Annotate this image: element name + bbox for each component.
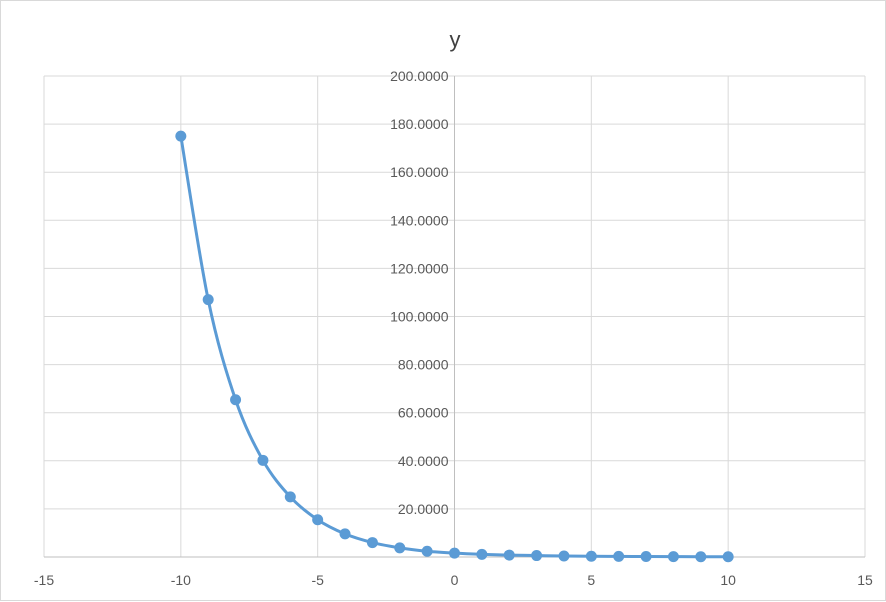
data-point	[667, 551, 679, 563]
data-point	[421, 545, 433, 557]
chart-title: y	[450, 27, 461, 52]
data-point	[585, 550, 597, 562]
x-tick-label: -5	[311, 572, 324, 588]
x-tick-label: 5	[587, 572, 595, 588]
y-tick-label: 160.0000	[390, 164, 449, 180]
data-point	[695, 551, 707, 563]
y-tick-label: 20.0000	[398, 501, 449, 517]
data-point	[175, 130, 187, 142]
data-point	[531, 550, 543, 562]
data-point	[558, 550, 570, 562]
y-tick-label: 180.0000	[390, 116, 449, 132]
data-point	[503, 549, 515, 561]
data-point	[230, 394, 242, 406]
x-tick-label: 10	[720, 572, 736, 588]
y-tick-label: 80.0000	[398, 357, 449, 373]
data-point	[284, 491, 296, 503]
series	[175, 130, 734, 563]
series-line	[179, 135, 729, 559]
data-point	[312, 514, 324, 526]
data-point	[449, 547, 460, 559]
data-point	[476, 548, 488, 560]
y-tick-label: 40.0000	[398, 453, 449, 469]
y-axis-ticks: 20.0000 40.0000 60.0000 80.0000 100.0000 120.…	[390, 68, 449, 517]
data-point	[394, 542, 406, 554]
x-tick-label: 0	[451, 572, 459, 588]
y-tick-label: 100.0000	[390, 309, 449, 325]
data-point	[202, 294, 214, 306]
data-point	[722, 551, 734, 563]
y-tick-label: 140.0000	[390, 212, 449, 228]
x-axis-ticks: -15 -10 -5 0 5 10 15	[34, 572, 873, 588]
y-tick-label: 120.0000	[390, 260, 449, 276]
y-tick-label: 60.0000	[398, 405, 449, 421]
data-point	[257, 454, 269, 466]
data-point	[613, 550, 625, 562]
data-point	[339, 528, 351, 540]
data-point	[366, 537, 378, 549]
data-point	[640, 551, 652, 563]
x-tick-label: -15	[34, 572, 54, 588]
x-tick-label: -10	[171, 572, 191, 588]
y-tick-label: 200.0000	[390, 68, 449, 84]
x-tick-label: 15	[857, 572, 873, 588]
